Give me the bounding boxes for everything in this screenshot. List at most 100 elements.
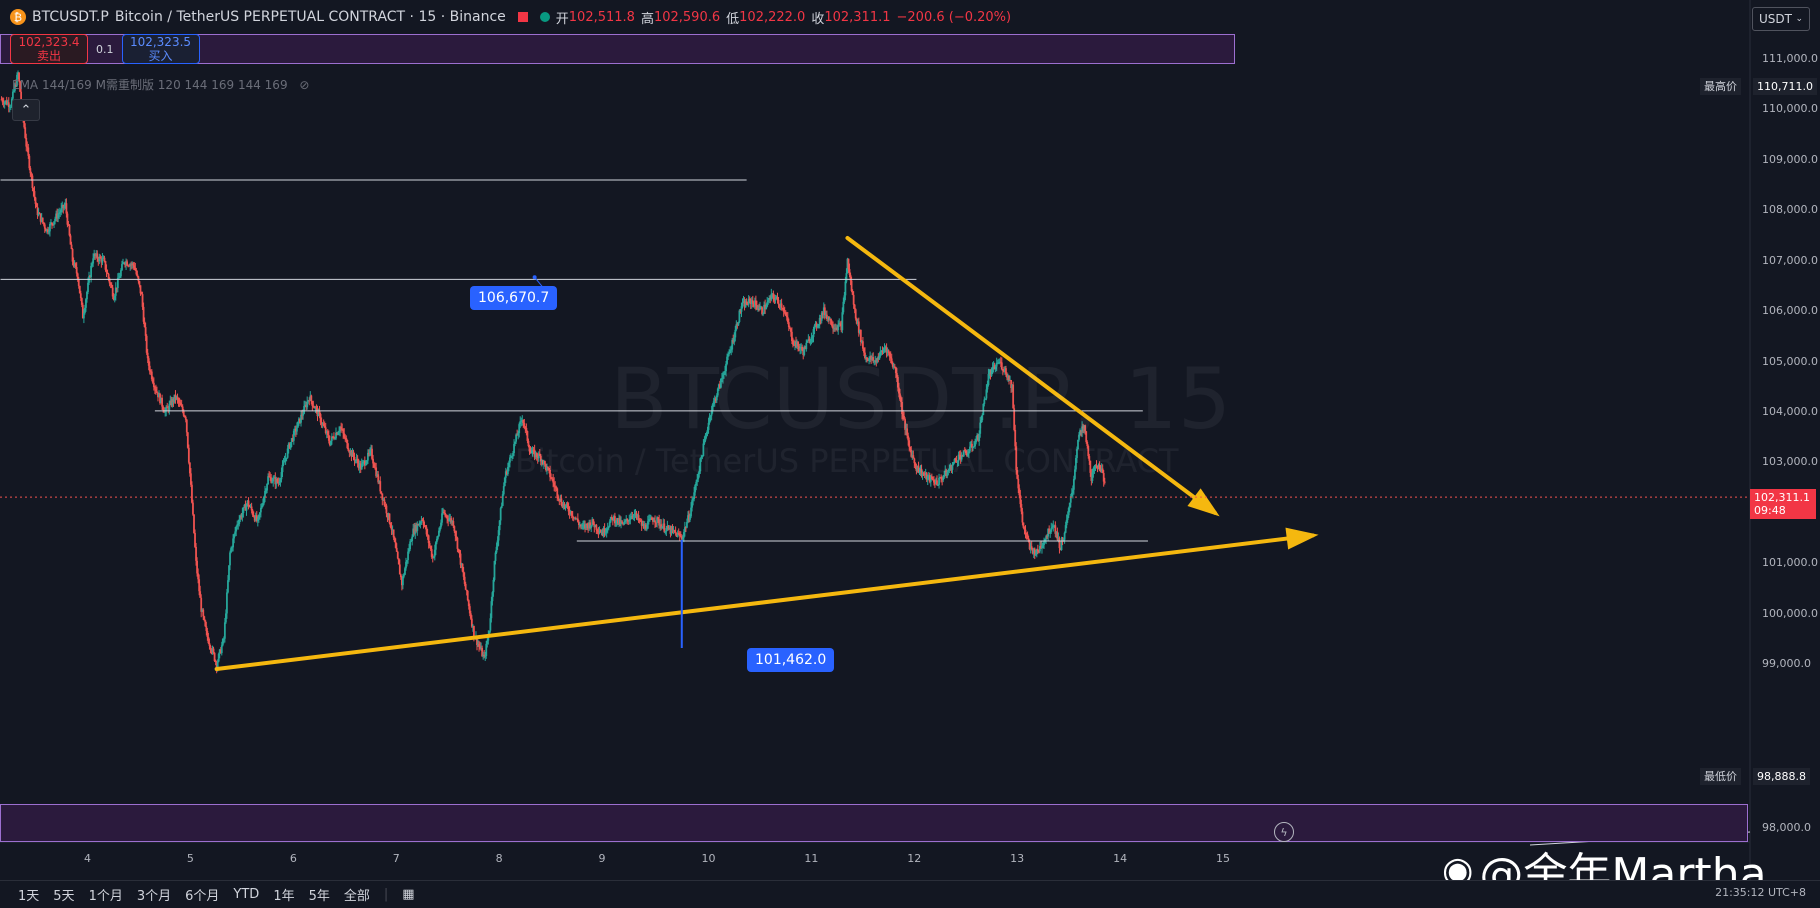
candle-body (461, 563, 464, 572)
candle-body (529, 451, 532, 454)
candle-body (590, 525, 593, 528)
candle-body (302, 413, 304, 416)
candle-body (745, 301, 748, 305)
candle-body (729, 349, 732, 354)
candle-body (794, 341, 796, 346)
candle-body (377, 474, 380, 483)
candle-body (727, 354, 729, 357)
candle-body (392, 529, 395, 538)
sell-button[interactable]: 102,323.4 卖出 (10, 34, 88, 64)
candle-body (165, 406, 168, 412)
currency-selector[interactable]: USDT ⌄ (1752, 7, 1810, 31)
candle-body (678, 533, 681, 537)
candle-body (213, 652, 216, 661)
candle-body (443, 512, 445, 514)
range-all[interactable]: 全部 (343, 889, 370, 904)
candle-body (807, 339, 810, 341)
candle-body (911, 455, 914, 457)
candle-body (544, 461, 546, 465)
range-1y[interactable]: 1年 (273, 889, 295, 904)
candle-body (78, 285, 81, 294)
candle-body (196, 560, 198, 574)
candle-body (444, 512, 446, 516)
collapse-legend-button[interactable]: ⌃ (12, 99, 40, 121)
candle-body (221, 638, 224, 646)
candle-body (935, 480, 937, 484)
candle-body (71, 249, 74, 262)
price-axis-tick: 110,000.0 (1762, 102, 1818, 116)
candle-body (408, 549, 410, 552)
candle-body (1040, 546, 1042, 549)
candle-body (1032, 548, 1035, 554)
candle-body (895, 373, 898, 377)
alert-flag-icon[interactable] (517, 12, 528, 22)
range-5y[interactable]: 5年 (308, 889, 330, 904)
candle-body (98, 256, 101, 262)
candle-body (81, 304, 84, 319)
candle-body (837, 324, 840, 331)
candle-body (495, 546, 498, 553)
current-price-value: 102,311.1 (1754, 491, 1810, 505)
candle-body (305, 404, 308, 408)
range-1d[interactable]: 1天 (18, 889, 40, 904)
range-ytd[interactable]: YTD (233, 887, 260, 902)
candle-body (38, 212, 41, 214)
candle-body (749, 299, 752, 305)
candle-body (628, 519, 631, 522)
candle-body (817, 323, 820, 327)
candle-body (272, 478, 275, 482)
candle-body (781, 307, 784, 309)
candle-body (4, 100, 7, 103)
candle-body (753, 300, 756, 307)
candle-body (42, 222, 45, 225)
candle-body (815, 323, 818, 328)
candle-body (484, 655, 487, 657)
candle-body (135, 270, 138, 275)
sell-price: 102,323.4 (18, 35, 80, 49)
candle-body (588, 522, 591, 529)
candle-body (255, 515, 258, 522)
candle-body (493, 560, 496, 580)
buy-button[interactable]: 102,323.5 买入 (121, 34, 200, 64)
candle-body (1013, 408, 1016, 430)
candle-body (307, 400, 310, 402)
lightning-icon[interactable]: ϟ (1274, 822, 1294, 842)
candle-body (497, 530, 500, 541)
candle-body (777, 299, 780, 305)
candle-body (986, 385, 989, 390)
candle-body (407, 551, 409, 561)
candle-body (718, 384, 721, 388)
candle-body (205, 626, 208, 631)
resistance-price-callout[interactable]: 106,670.7 (470, 286, 558, 310)
candle-body (832, 326, 834, 329)
candle-body (1014, 429, 1017, 447)
candle-body (491, 592, 494, 602)
range-3m[interactable]: 3个月 (136, 889, 172, 904)
candle-body (601, 532, 604, 536)
eye-hidden-icon[interactable]: ⊘ (299, 78, 310, 92)
candle-body (1075, 457, 1077, 470)
candle-body (314, 407, 317, 409)
candle-body (585, 523, 587, 528)
candle-body (670, 527, 673, 534)
candle-body (650, 517, 652, 520)
candle-body (46, 229, 49, 233)
candle-body (207, 637, 210, 644)
calendar-icon[interactable]: ▦ (402, 887, 415, 902)
candle-body (504, 471, 507, 478)
support-price-callout[interactable]: 101,462.0 (747, 648, 835, 672)
candle-body (656, 517, 658, 523)
range-1m[interactable]: 1个月 (88, 889, 123, 904)
candle-body (376, 474, 379, 477)
candle-body (673, 530, 676, 532)
range-5d[interactable]: 5天 (53, 889, 75, 904)
candle-body (167, 407, 170, 411)
candle-body (228, 565, 230, 581)
range-6m[interactable]: 6个月 (185, 889, 220, 904)
candle-body (185, 419, 188, 433)
chevron-down-icon: ⌄ (1795, 14, 1803, 24)
indicator-legend[interactable]: EMA 144/169 M需重制版 120 144 169 144 169 ⊘ (12, 76, 309, 93)
symbol-name[interactable]: BTCUSDT.P (32, 9, 109, 25)
candle-body (315, 407, 318, 409)
